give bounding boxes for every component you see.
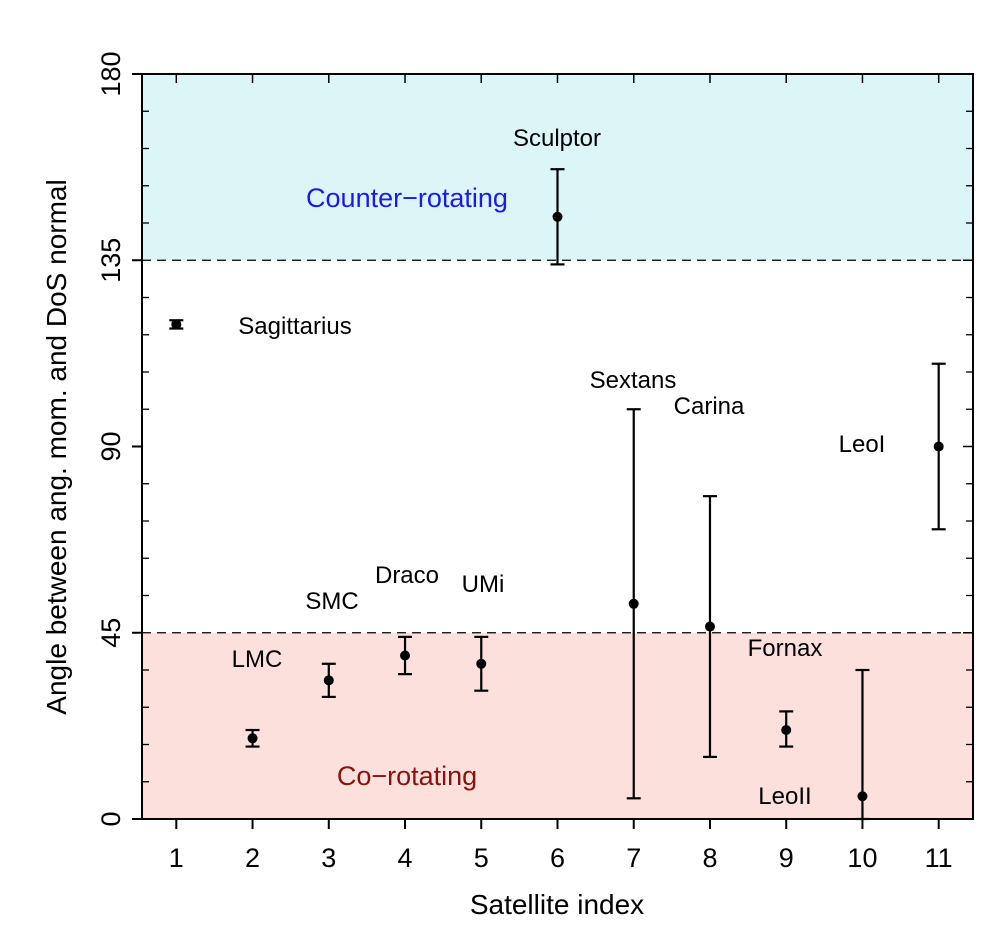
label-sculptor: Sculptor <box>513 125 601 152</box>
x-tick-label: 4 <box>398 843 413 873</box>
label-leoi: LeoI <box>839 431 886 458</box>
data-point-umi <box>474 635 489 692</box>
marker <box>781 725 792 736</box>
y-tick-label: 45 <box>96 618 126 648</box>
marker <box>857 791 868 802</box>
data-point-fornax <box>779 710 794 748</box>
x-tick-label: 8 <box>702 843 717 873</box>
data-point-smc <box>321 662 336 699</box>
counter-rotating-label: Counter−rotating <box>306 183 508 213</box>
y-tick-label: 90 <box>96 431 126 461</box>
x-tick-label: 6 <box>550 843 565 873</box>
x-tick-label: 10 <box>847 843 877 873</box>
marker <box>323 675 334 686</box>
label-draco: Draco <box>375 562 439 589</box>
x-tick-label: 5 <box>474 843 489 873</box>
marker <box>704 621 715 632</box>
x-tick-label: 11 <box>925 843 953 873</box>
marker <box>933 441 944 452</box>
x-tick-label: 9 <box>779 843 794 873</box>
x-axis-title: Satellite index <box>470 889 644 920</box>
x-tick-label: 2 <box>245 843 260 873</box>
data-point-draco <box>398 635 413 676</box>
label-sextans: Sextans <box>590 367 677 394</box>
y-tick-label: 0 <box>96 811 126 826</box>
data-point-sculptor <box>550 168 565 266</box>
label-fornax: Fornax <box>748 635 823 662</box>
x-tick-label: 7 <box>626 843 641 873</box>
label-lmc: LMC <box>232 646 283 673</box>
y-tick-label: 180 <box>96 51 126 96</box>
label-sagittarius: Sagittarius <box>238 313 351 340</box>
label-leoii: LeoII <box>758 783 811 810</box>
plot-frame <box>141 73 974 820</box>
x-tick-label: 3 <box>321 843 336 873</box>
marker <box>552 211 563 222</box>
satellite-labels: Sagittarius LMC SMC Draco UMi Sculptor Sextans… <box>232 125 886 810</box>
y-tick-label: 135 <box>96 238 126 283</box>
co-rotating-region <box>142 632 973 819</box>
marker <box>476 658 487 669</box>
data-points <box>169 168 946 821</box>
data-point-carina <box>702 495 717 759</box>
regions-layer <box>142 74 973 819</box>
data-point-lmc <box>245 728 260 748</box>
reference-lines <box>142 259 973 634</box>
data-point-leoi <box>931 362 946 531</box>
marker <box>400 650 411 661</box>
co-rotating-label: Co−rotating <box>337 761 477 791</box>
marker <box>171 319 182 330</box>
x-tick-label: 1 <box>169 843 184 873</box>
data-point-sextans <box>626 408 641 800</box>
marker <box>247 733 258 744</box>
region-labels: Counter−rotating Co−rotating <box>306 183 508 791</box>
label-carina: Carina <box>674 393 745 420</box>
y-axis-title: Angle between ang. mom. and DoS normal <box>41 179 72 714</box>
label-umi: UMi <box>462 571 505 598</box>
data-point-sagittarius <box>169 319 184 330</box>
marker <box>628 598 639 609</box>
label-smc: SMC <box>305 588 358 615</box>
